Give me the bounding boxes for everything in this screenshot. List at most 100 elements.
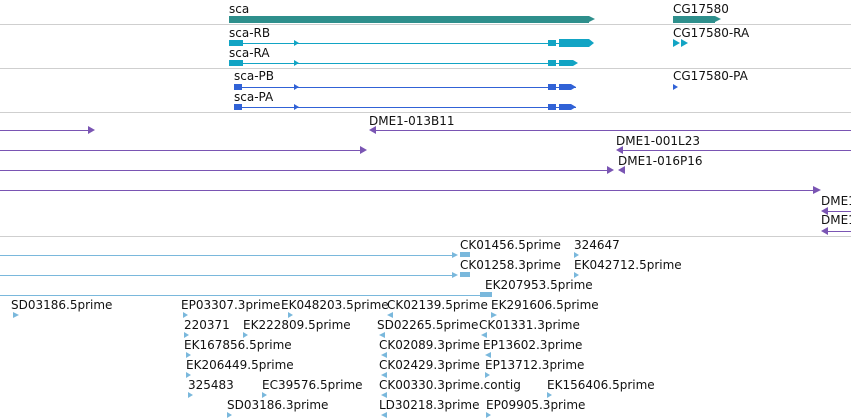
clone-line[interactable]: [0, 150, 364, 151]
est-label[interactable]: EP03307.3prime: [181, 298, 281, 312]
gene-sca-feature[interactable]: [229, 16, 589, 23]
clone-label-dme1[interactable]: DME1: [821, 213, 851, 227]
est-arrow[interactable]: [387, 312, 393, 318]
est-arrow[interactable]: [379, 332, 385, 338]
est-arrow[interactable]: [381, 352, 387, 358]
est-arrow[interactable]: [186, 372, 191, 378]
est-label[interactable]: SD02265.5prime: [377, 318, 479, 332]
est-label[interactable]: EK206449.5prime: [186, 358, 294, 372]
clone-label-dme1-001l23[interactable]: DME1-001L23: [616, 134, 700, 148]
est-label[interactable]: CK01456.5prime: [460, 238, 561, 252]
clone-dme1-013b11-line[interactable]: [374, 130, 851, 131]
protein-label-sca-pb[interactable]: sca-PB: [234, 69, 275, 83]
est-arrow[interactable]: [243, 332, 248, 338]
est-arrow[interactable]: [485, 372, 490, 378]
clone-label-dme1-016p16[interactable]: DME1-016P16: [618, 154, 703, 168]
transcript-label-sca-ra[interactable]: sca-RA: [229, 46, 270, 60]
est-feature[interactable]: [460, 252, 470, 257]
est-label[interactable]: EK207953.5prime: [485, 278, 593, 292]
protein-sca-pb-exon[interactable]: [234, 84, 242, 90]
transcript-sca-ra-exon[interactable]: [559, 60, 573, 66]
est-label[interactable]: EK048203.5prime: [281, 298, 389, 312]
est-line[interactable]: [0, 275, 456, 276]
transcript-sca-rb-exon[interactable]: [229, 40, 243, 46]
est-label[interactable]: EP13712.3prime: [485, 358, 585, 372]
est-label[interactable]: EK222809.5prime: [243, 318, 351, 332]
protein-sca-pa-exon[interactable]: [559, 104, 571, 110]
transcript-label-cg17580-ra[interactable]: CG17580-RA: [673, 26, 750, 40]
est-label[interactable]: EK167856.5prime: [184, 338, 292, 352]
transcript-label-sca-rb[interactable]: sca-RB: [229, 26, 271, 40]
clone-line[interactable]: [0, 130, 92, 131]
protein-label-sca-pa[interactable]: sca-PA: [234, 90, 274, 104]
est-label[interactable]: EP09905.3prime: [486, 398, 586, 412]
transcript-sca-ra-exon[interactable]: [548, 60, 556, 66]
est-label[interactable]: EK291606.5prime: [491, 298, 599, 312]
est-label[interactable]: CK02429.3prime: [379, 358, 480, 372]
est-arrow[interactable]: [574, 252, 579, 258]
est-arrow[interactable]: [491, 312, 497, 318]
est-label[interactable]: EK042712.5prime: [574, 258, 682, 272]
est-arrow[interactable]: [486, 412, 491, 418]
est-feature[interactable]: [460, 272, 470, 277]
est-arrow[interactable]: [183, 312, 188, 318]
transcript-sca-ra-exon[interactable]: [229, 60, 243, 66]
est-feature[interactable]: [480, 292, 492, 297]
transcript-sca-rb-exon[interactable]: [559, 39, 589, 47]
est-label[interactable]: EP13602.3prime: [483, 338, 583, 352]
est-label[interactable]: EK156406.5prime: [547, 378, 655, 392]
track-divider: [0, 24, 851, 25]
est-label[interactable]: CK00330.3prime.contig: [379, 378, 521, 392]
est-arrow[interactable]: [186, 352, 191, 358]
track-divider: [0, 112, 851, 113]
protein-sca-pb-exon[interactable]: [559, 84, 571, 90]
est-line[interactable]: [0, 255, 456, 256]
clone-line[interactable]: [826, 211, 851, 212]
gene-label-cg17580[interactable]: CG17580: [673, 2, 729, 16]
est-label[interactable]: EC39576.5prime: [262, 378, 363, 392]
protein-sca-pb-exon[interactable]: [548, 84, 556, 90]
clone-dme1-001l23-line[interactable]: [621, 150, 851, 151]
est-label[interactable]: SD03186.3prime: [227, 398, 329, 412]
clone-line[interactable]: [0, 170, 612, 171]
clone-label-dme1[interactable]: DME1: [821, 194, 851, 208]
est-arrow[interactable]: [485, 352, 491, 358]
transcript-cg17580-ra-arrow[interactable]: [673, 39, 680, 47]
clone-line[interactable]: [0, 190, 818, 191]
est-arrow[interactable]: [547, 392, 552, 398]
est-arrow[interactable]: [381, 392, 387, 398]
est-arrow[interactable]: [481, 332, 487, 338]
est-arrow[interactable]: [184, 332, 189, 338]
gene-cg17580-arrow: [715, 16, 721, 22]
est-arrow[interactable]: [262, 392, 267, 398]
protein-sca-pa-exon[interactable]: [548, 104, 556, 110]
est-label[interactable]: CK01331.3prime: [479, 318, 580, 332]
est-arrow[interactable]: [381, 412, 387, 418]
clone-label-dme1-013b11[interactable]: DME1-013B11: [369, 114, 455, 128]
est-arrow[interactable]: [13, 312, 19, 318]
est-line[interactable]: [0, 295, 480, 296]
transcript-sca-ra-arrow: [573, 60, 578, 66]
est-label[interactable]: CK01258.3prime: [460, 258, 561, 272]
est-label[interactable]: CK02139.5prime: [387, 298, 488, 312]
est-label[interactable]: 325483: [188, 378, 234, 392]
protein-cg17580-pa-arrow[interactable]: [673, 84, 678, 90]
est-arrow[interactable]: [381, 372, 387, 378]
gene-label-sca[interactable]: sca: [229, 2, 250, 16]
protein-sca-pa-exon[interactable]: [234, 104, 242, 110]
clone-line[interactable]: [826, 231, 851, 232]
est-label[interactable]: 324647: [574, 238, 620, 252]
est-label[interactable]: SD03186.5prime: [11, 298, 113, 312]
est-arrow[interactable]: [188, 392, 193, 398]
est-label[interactable]: 220371: [184, 318, 230, 332]
est-arrow[interactable]: [227, 412, 232, 418]
protein-label-cg17580-pa[interactable]: CG17580-PA: [673, 69, 748, 83]
est-arrow[interactable]: [288, 312, 293, 318]
est-label[interactable]: CK02089.3prime: [379, 338, 480, 352]
track-divider: [0, 68, 851, 69]
est-arrow[interactable]: [574, 272, 579, 278]
transcript-sca-rb-exon[interactable]: [548, 40, 556, 46]
transcript-cg17580-ra-arrow[interactable]: [681, 39, 688, 47]
est-label[interactable]: LD30218.3prime: [379, 398, 480, 412]
gene-cg17580-feature[interactable]: [673, 16, 715, 23]
